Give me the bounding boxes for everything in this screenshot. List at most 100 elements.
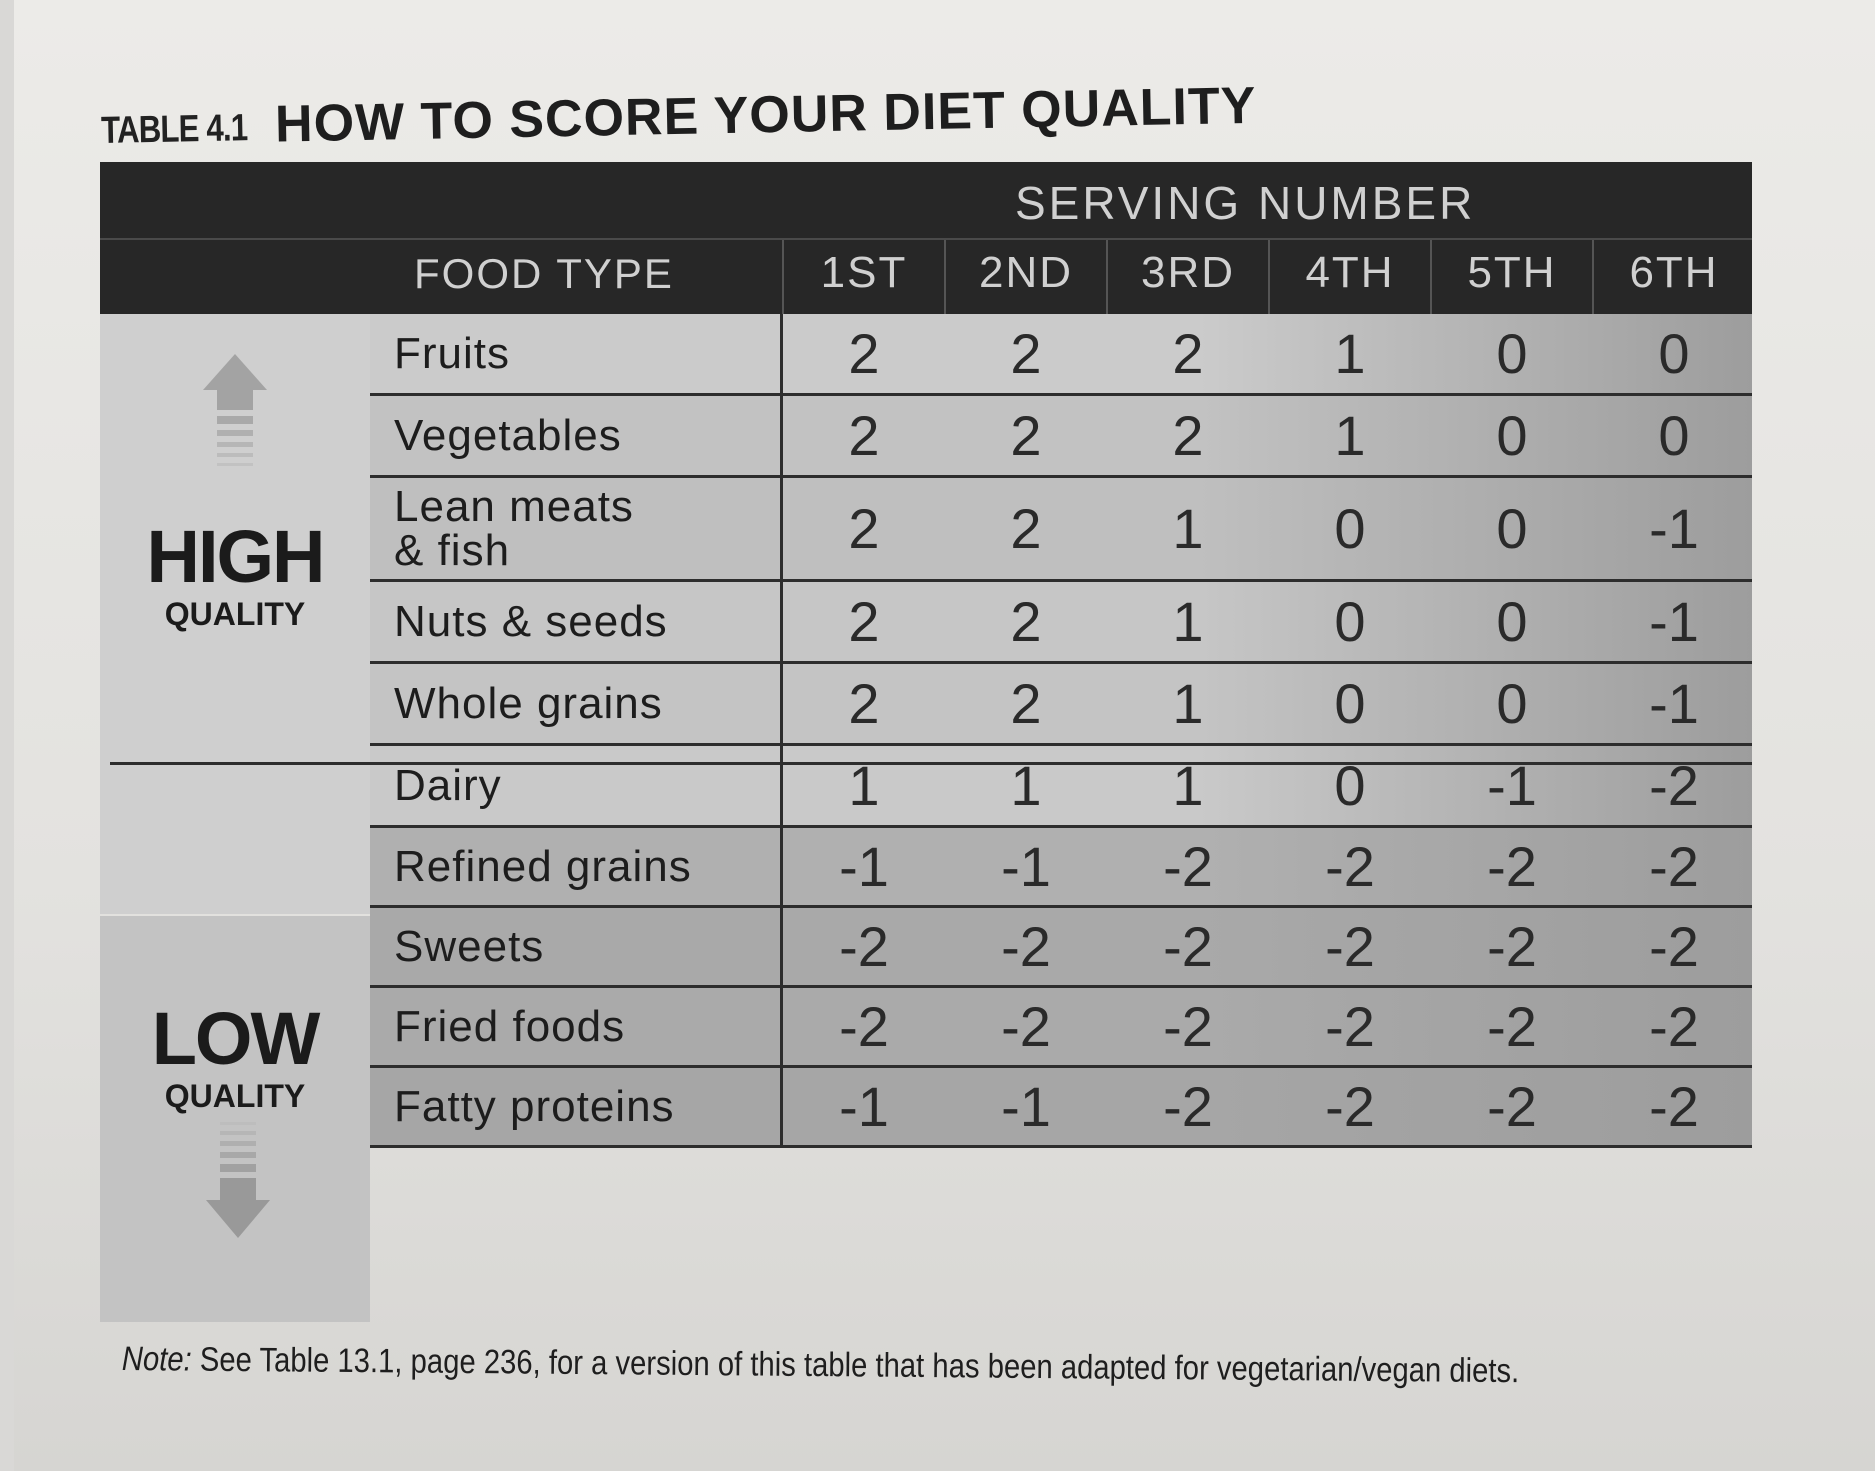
label-separator xyxy=(780,908,783,985)
score-cell: -1 xyxy=(1649,672,1699,735)
up-arrow-icon xyxy=(203,354,267,466)
column-separator xyxy=(1430,240,1432,314)
score-cell: -2 xyxy=(1649,754,1699,817)
label-separator xyxy=(780,396,783,475)
score-cell: 1 xyxy=(1334,322,1366,385)
score-cell: -1 xyxy=(1001,835,1051,898)
score-cell: 0 xyxy=(1496,322,1528,385)
score-cell: -2 xyxy=(1163,995,1213,1058)
score-cell: 0 xyxy=(1496,590,1528,653)
column-header-1: 1ST xyxy=(820,248,908,297)
score-cell: 0 xyxy=(1334,672,1366,735)
score-cell: 1 xyxy=(848,754,880,817)
score-cell: -2 xyxy=(1487,995,1537,1058)
high-label: HIGH xyxy=(146,515,326,598)
label-separator xyxy=(780,664,783,743)
score-cell: -2 xyxy=(1163,835,1213,898)
score-cell: 1 xyxy=(1172,497,1204,560)
table-row: Refined grains -1 -1 -2 -2 -2 -2 xyxy=(370,828,1752,908)
score-cell: -2 xyxy=(1163,1075,1213,1138)
score-cell: -2 xyxy=(1649,1075,1699,1138)
score-cell: -1 xyxy=(1487,754,1537,817)
quality-divider xyxy=(110,762,1752,765)
food-type-cell: Nuts & seeds xyxy=(394,596,668,646)
table-body: Fruits 2 2 2 1 0 0 Vegetables 2 2 2 1 0 0 Lean meats &… xyxy=(370,314,1752,1322)
score-cell: -2 xyxy=(1487,915,1537,978)
score-cell: 2 xyxy=(1172,322,1204,385)
score-cell: -2 xyxy=(1325,1075,1375,1138)
score-cell: 0 xyxy=(1658,404,1690,467)
score-cell: 0 xyxy=(1334,590,1366,653)
label-separator xyxy=(780,478,783,579)
score-cell: -2 xyxy=(1487,835,1537,898)
score-cell: -2 xyxy=(1649,915,1699,978)
column-header-5: 5TH xyxy=(1467,248,1557,297)
score-cell: 0 xyxy=(1496,404,1528,467)
score-cell: 0 xyxy=(1496,497,1528,560)
column-separator xyxy=(1592,240,1594,314)
label-separator xyxy=(780,1068,783,1145)
score-cell: 0 xyxy=(1496,672,1528,735)
score-cell: -2 xyxy=(1649,835,1699,898)
score-cell: 0 xyxy=(1658,322,1690,385)
table-number: TABLE 4.1 xyxy=(100,107,248,152)
score-cell: -1 xyxy=(839,835,889,898)
table-heading: HOW TO SCORE YOUR DIET QUALITY xyxy=(274,76,1257,154)
diet-quality-table: SERVING NUMBER FOOD TYPE 1ST 2ND 3RD 4TH 5TH… xyxy=(100,162,1752,1322)
score-cell: 2 xyxy=(1010,404,1042,467)
score-cell: -1 xyxy=(1649,590,1699,653)
low-quality-band: LOW QUALITY xyxy=(100,916,370,1322)
score-cell: -2 xyxy=(1649,995,1699,1058)
table-row: Lean meats & fish 2 2 1 0 0 -1 xyxy=(370,478,1752,582)
food-type-cell: Whole grains xyxy=(394,678,663,728)
score-cell: 1 xyxy=(1172,590,1204,653)
score-cell: -2 xyxy=(1325,915,1375,978)
table-row: Fatty proteins -1 -1 -2 -2 -2 -2 xyxy=(370,1068,1752,1148)
score-cell: -1 xyxy=(839,1075,889,1138)
score-cell: -2 xyxy=(1001,915,1051,978)
score-cell: 2 xyxy=(848,590,880,653)
table-row: Fried foods -2 -2 -2 -2 -2 -2 xyxy=(370,988,1752,1068)
score-cell: 2 xyxy=(848,672,880,735)
score-cell: -2 xyxy=(839,995,889,1058)
column-separator xyxy=(944,240,946,314)
label-separator xyxy=(780,988,783,1065)
low-label: LOW xyxy=(151,997,321,1080)
score-cell: -2 xyxy=(1325,835,1375,898)
score-cell: 1 xyxy=(1010,754,1042,817)
table-row: Whole grains 2 2 1 0 0 -1 xyxy=(370,664,1752,746)
food-type-cell: Vegetables xyxy=(394,410,622,460)
column-header-3: 3RD xyxy=(1140,248,1236,297)
score-cell: 2 xyxy=(1010,497,1042,560)
food-type-cell: Refined grains xyxy=(394,841,692,891)
food-type-cell: Dairy xyxy=(394,760,502,810)
score-cell: 2 xyxy=(848,404,880,467)
note-prefix: Note: xyxy=(121,1340,192,1379)
label-separator xyxy=(780,746,783,825)
table-row: Nuts & seeds 2 2 1 0 0 -1 xyxy=(370,582,1752,664)
down-arrow-icon xyxy=(206,1122,270,1238)
header-divider xyxy=(100,238,1752,240)
score-cell: 2 xyxy=(1010,590,1042,653)
column-separator xyxy=(1268,240,1270,314)
column-header-6: 6TH xyxy=(1629,248,1719,297)
score-cell: -1 xyxy=(1001,1075,1051,1138)
table-row: Sweets -2 -2 -2 -2 -2 -2 xyxy=(370,908,1752,988)
score-cell: 0 xyxy=(1334,754,1366,817)
score-cell: 2 xyxy=(848,497,880,560)
score-cell: -2 xyxy=(1487,1075,1537,1138)
food-type-cell: Fatty proteins xyxy=(394,1081,675,1131)
food-type-cell: Fruits xyxy=(394,328,510,378)
table-header: SERVING NUMBER FOOD TYPE 1ST 2ND 3RD 4TH 5TH… xyxy=(100,162,1752,314)
score-cell: 2 xyxy=(848,322,880,385)
score-cell: 2 xyxy=(1010,672,1042,735)
score-cell: 1 xyxy=(1334,404,1366,467)
score-cell: -1 xyxy=(1649,497,1699,560)
score-cell: 0 xyxy=(1334,497,1366,560)
table-row: Dairy 1 1 1 0 -1 -2 xyxy=(370,746,1752,828)
score-cell: 1 xyxy=(1172,672,1204,735)
label-separator xyxy=(780,828,783,905)
serving-number-heading: SERVING NUMBER xyxy=(1015,177,1476,229)
score-cell: -2 xyxy=(839,915,889,978)
column-header-4: 4TH xyxy=(1305,248,1395,297)
